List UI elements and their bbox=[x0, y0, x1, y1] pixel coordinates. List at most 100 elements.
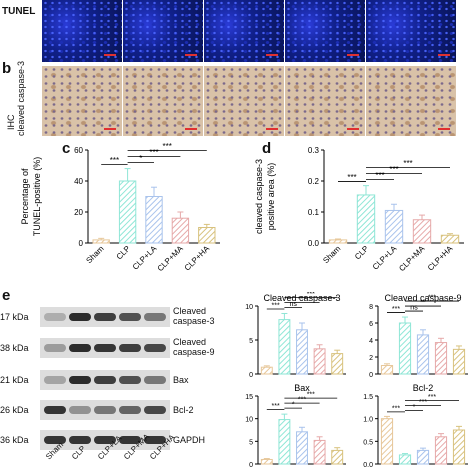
sig-label: ns bbox=[410, 305, 418, 312]
bar-clp bbox=[278, 319, 291, 375]
y-tick-label: 5 bbox=[249, 338, 253, 345]
y-tick-label: 0.3 bbox=[308, 146, 320, 155]
blot-row-2 bbox=[40, 338, 170, 358]
blot-band bbox=[94, 436, 116, 444]
sig-label: *** bbox=[428, 394, 436, 401]
x-tick-label: CLP+HA bbox=[183, 244, 212, 273]
sig-label: *** bbox=[392, 306, 400, 313]
sig-label: *** bbox=[389, 165, 398, 174]
ihc-image-clp bbox=[123, 66, 205, 136]
protein-label-4: Bcl-2 bbox=[173, 405, 194, 415]
panel-b-images bbox=[42, 66, 474, 136]
bar-clp-ha bbox=[440, 234, 460, 244]
panel-a-row-label: TUNEL bbox=[2, 6, 36, 17]
chart-title: Bcl-2 bbox=[413, 383, 434, 393]
sig-label: ns bbox=[289, 301, 297, 308]
y-tick-label: 60 bbox=[74, 146, 83, 155]
blot-band bbox=[94, 376, 116, 384]
bar-clp-ma bbox=[434, 436, 448, 465]
y-tick-label: 15 bbox=[245, 394, 253, 401]
blot-band bbox=[44, 344, 66, 352]
y-tick-label: 0 bbox=[249, 462, 253, 469]
blot-band bbox=[119, 436, 141, 444]
sig-label: *** bbox=[375, 171, 384, 180]
bar-clp-la bbox=[384, 209, 404, 244]
x-tick-label: CLP bbox=[115, 244, 132, 261]
sig-label: *** bbox=[307, 292, 315, 298]
bar-clp-la bbox=[416, 334, 430, 375]
bar-clp bbox=[398, 322, 412, 375]
chart-title: Bax bbox=[294, 383, 310, 393]
panel-c-letter: c bbox=[62, 140, 71, 157]
y-tick-label: 0 bbox=[79, 239, 84, 248]
blot-band bbox=[144, 376, 166, 384]
sig-label: * bbox=[413, 404, 416, 411]
sig-label: *** bbox=[163, 142, 172, 151]
bar-clp bbox=[278, 419, 291, 465]
y-tick-label: 10 bbox=[245, 304, 253, 311]
panel-a-images bbox=[42, 0, 474, 62]
ihc-image-la bbox=[204, 66, 286, 136]
kda-label-4: 26 kDa bbox=[0, 405, 29, 415]
y-tick-label: 0.0 bbox=[308, 239, 320, 248]
sig-label: *** bbox=[347, 173, 356, 182]
western-blot: 17 kDa 38 kDa 21 kDa 26 kDa 36 kDa Cleav… bbox=[0, 295, 230, 474]
y-tick-label: 5 bbox=[249, 439, 253, 446]
ihc-image-ha bbox=[366, 66, 458, 136]
x-tick-label: CLP+HA bbox=[426, 244, 455, 273]
bar-clp-ma bbox=[171, 217, 190, 244]
blot-band bbox=[69, 436, 91, 444]
bar-sham bbox=[260, 458, 273, 465]
x-tick-label: CLP+MA bbox=[397, 244, 427, 274]
blot-row-3 bbox=[40, 370, 170, 390]
sig-label: *** bbox=[307, 392, 315, 399]
y-tick-label: 0 bbox=[369, 372, 373, 379]
y-axis-label: Percentage of bbox=[20, 168, 30, 225]
bar-sham bbox=[92, 239, 110, 244]
bar-clp-ma bbox=[434, 342, 448, 375]
protein-label-5: GAPDH bbox=[173, 435, 206, 445]
panel-b-row-label-1: IHC bbox=[6, 114, 16, 131]
blot-band bbox=[69, 376, 91, 384]
x-tick-label: CLP+LA bbox=[371, 244, 399, 272]
chart-title: Cleaved caspase-3 bbox=[263, 293, 340, 303]
bar-clp-ha bbox=[198, 227, 216, 244]
bar-clp-la bbox=[145, 196, 163, 244]
blot-band bbox=[44, 376, 66, 384]
y-axis-label: positive area (%) bbox=[266, 163, 276, 231]
tunel-image-sham bbox=[42, 0, 124, 62]
sig-label: * bbox=[139, 154, 142, 163]
x-tick-label: Sham bbox=[321, 244, 342, 265]
blot-row-1 bbox=[40, 307, 170, 327]
blot-band bbox=[94, 406, 116, 414]
bar-clp-ma bbox=[313, 348, 326, 375]
panel-b-row-label-2: cleaved caspase-3 bbox=[16, 60, 26, 136]
bar-clp-la bbox=[416, 449, 430, 465]
blot-row-4 bbox=[40, 400, 170, 420]
y-tick-label: 10 bbox=[245, 417, 253, 424]
tunel-image-la bbox=[204, 0, 286, 62]
bar-clp bbox=[118, 180, 137, 244]
sig-label: *** bbox=[298, 397, 306, 404]
protein-label-2: Cleaved caspase-9 bbox=[173, 337, 215, 357]
blot-band bbox=[44, 313, 66, 321]
y-tick-label: 1.5 bbox=[363, 394, 373, 401]
y-tick-label: 0.5 bbox=[363, 439, 373, 446]
tunel-image-ma bbox=[285, 0, 367, 62]
kda-label-3: 21 kDa bbox=[0, 375, 29, 385]
blot-band bbox=[144, 406, 166, 414]
y-axis-label: cleaved caspase-3 bbox=[254, 159, 264, 234]
blot-band bbox=[119, 406, 141, 414]
panel-e-chart-bcl-2: 0.00.51.01.5*** *******Bcl-2 bbox=[363, 383, 468, 469]
tunel-image-clp bbox=[123, 0, 205, 62]
blot-band bbox=[94, 313, 116, 321]
blot-band bbox=[144, 344, 166, 352]
bar-clp-ma bbox=[313, 439, 326, 465]
blot-band bbox=[119, 313, 141, 321]
bar-clp-la bbox=[296, 329, 308, 375]
protein-label-3: Bax bbox=[173, 375, 189, 385]
blot-band bbox=[119, 344, 141, 352]
blot-band bbox=[69, 313, 91, 321]
panel-b-letter: b bbox=[2, 60, 12, 77]
